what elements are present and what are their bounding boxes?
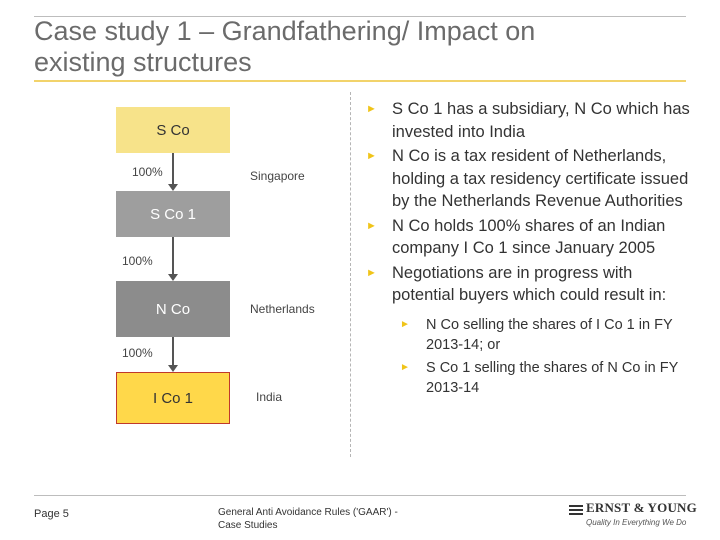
top-rule: [34, 16, 686, 17]
slide-title: Case study 1 – Grandfathering/ Impact on…: [34, 16, 694, 78]
logo-mark-icon: [569, 505, 583, 515]
arrow-down-icon: [168, 365, 178, 372]
page-number: Page 5: [34, 508, 69, 520]
bullet-arrow-icon: ►: [366, 266, 377, 279]
sub-bullet-item: ► N Co selling the shares of I Co 1 in F…: [400, 315, 696, 356]
title-underline: [34, 80, 686, 82]
bullet-item: ► N Co is a tax resident of Netherlands,…: [366, 145, 696, 213]
footer-rule: [34, 495, 686, 496]
shareholding-label-1: 100%: [132, 165, 163, 179]
bullet-arrow-icon: ►: [400, 361, 410, 373]
entity-box-s-co-1: S Co 1: [116, 191, 230, 237]
bullet-text: S Co 1 has a subsidiary, N Co which has …: [392, 100, 690, 141]
entity-box-n-co: N Co: [116, 281, 230, 337]
bullet-item: ► Negotiations are in progress with pote…: [366, 262, 696, 307]
sub-bullet-text: N Co selling the shares of I Co 1 in FY …: [426, 316, 673, 354]
footer-text: General Anti Avoidance Rules ('GAAR') - …: [218, 506, 428, 532]
country-label-singapore: Singapore: [250, 169, 305, 183]
ownership-line-2: [172, 237, 174, 274]
bullet-arrow-icon: ►: [366, 150, 377, 162]
arrow-down-icon: [168, 184, 178, 191]
sub-bullet-item: ► S Co 1 selling the shares of N Co in F…: [400, 358, 696, 399]
bullet-item: ► S Co 1 has a subsidiary, N Co which ha…: [366, 98, 696, 143]
bullet-arrow-icon: ►: [366, 219, 377, 232]
title-line-1: Case study 1 – Grandfathering/ Impact on: [34, 16, 536, 46]
bullet-text: N Co holds 100% shares of an Indian comp…: [392, 216, 666, 258]
bullet-text: Negotiations are in progress with potent…: [392, 263, 667, 305]
ownership-line-3: [172, 337, 174, 365]
logo-name: ERNST & YOUNG: [586, 500, 697, 515]
arrow-down-icon: [168, 274, 178, 281]
country-label-netherlands: Netherlands: [250, 302, 315, 316]
country-label-india: India: [256, 390, 283, 404]
bullet-item: ► N Co holds 100% shares of an Indian co…: [366, 215, 696, 260]
logo-tagline: Quality In Everything We Do: [586, 518, 687, 527]
bullet-text: N Co is a tax resident of Netherlands, h…: [392, 147, 689, 210]
ernst-young-logo: ERNST & YOUNG Quality In Everything We D…: [568, 500, 697, 532]
sub-bullet-text: S Co 1 selling the shares of N Co in FY …: [426, 359, 678, 397]
ownership-line-1: [172, 153, 174, 184]
entity-box-i-co-1: I Co 1: [116, 372, 230, 424]
column-divider: [350, 92, 351, 457]
bullet-list: ► S Co 1 has a subsidiary, N Co which ha…: [366, 98, 696, 401]
sub-bullet-list: ► N Co selling the shares of I Co 1 in F…: [400, 315, 696, 399]
shareholding-label-2: 100%: [122, 254, 153, 268]
bullet-arrow-icon: ►: [400, 318, 410, 330]
footer-text-line-1: General Anti Avoidance Rules ('GAAR') -: [218, 507, 398, 518]
footer-text-line-2: Case Studies: [218, 520, 278, 531]
title-line-2: existing structures: [34, 47, 252, 77]
entity-box-s-co: S Co: [116, 107, 230, 153]
shareholding-label-3: 100%: [122, 346, 153, 360]
bullet-arrow-icon: ►: [366, 103, 377, 115]
